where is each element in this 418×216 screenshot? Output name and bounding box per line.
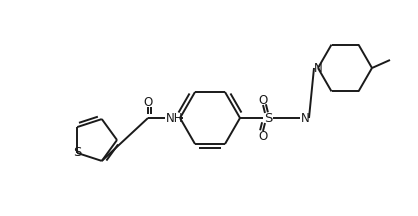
- Text: N: N: [301, 111, 309, 124]
- Text: NH: NH: [166, 111, 184, 124]
- Text: O: O: [258, 130, 268, 143]
- Text: S: S: [73, 146, 82, 159]
- Text: N: N: [314, 62, 322, 75]
- Text: S: S: [264, 111, 272, 124]
- Text: O: O: [143, 95, 153, 108]
- Text: O: O: [258, 94, 268, 106]
